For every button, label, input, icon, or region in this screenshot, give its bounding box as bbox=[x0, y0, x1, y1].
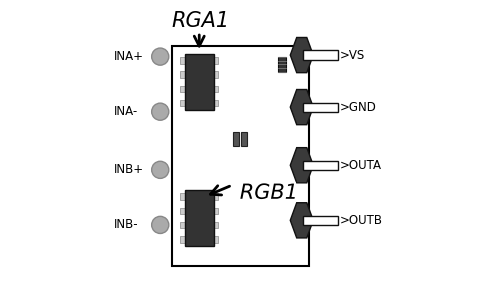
Circle shape bbox=[152, 48, 169, 65]
Bar bbox=[214, 207, 218, 214]
Bar bbox=[214, 222, 218, 229]
Polygon shape bbox=[290, 203, 313, 238]
Text: RGB1: RGB1 bbox=[240, 183, 298, 203]
Bar bbox=[180, 193, 185, 200]
Polygon shape bbox=[290, 148, 313, 183]
Bar bbox=[180, 207, 185, 214]
Circle shape bbox=[152, 161, 169, 178]
Bar bbox=[180, 222, 185, 229]
Bar bbox=[180, 57, 185, 64]
Bar bbox=[240, 132, 247, 146]
Text: >VS: >VS bbox=[340, 49, 365, 62]
Bar bbox=[303, 216, 338, 225]
Bar bbox=[214, 57, 218, 64]
Polygon shape bbox=[290, 90, 313, 125]
Bar bbox=[214, 71, 218, 78]
Bar bbox=[185, 54, 214, 110]
Bar bbox=[303, 50, 338, 60]
Text: >OUTA: >OUTA bbox=[340, 159, 382, 172]
Text: INB+: INB+ bbox=[114, 163, 144, 176]
Bar bbox=[180, 236, 185, 243]
Bar bbox=[214, 193, 218, 200]
Text: >GND: >GND bbox=[340, 101, 376, 114]
Bar bbox=[233, 132, 239, 146]
Text: RGA1: RGA1 bbox=[171, 11, 229, 32]
Bar bbox=[180, 71, 185, 78]
Circle shape bbox=[152, 216, 169, 233]
Bar bbox=[214, 86, 218, 92]
Bar bbox=[303, 103, 338, 112]
Bar bbox=[180, 86, 185, 92]
Bar bbox=[172, 46, 309, 266]
Text: INA-: INA- bbox=[114, 105, 139, 118]
Bar bbox=[214, 236, 218, 243]
Bar bbox=[180, 100, 185, 106]
Bar bbox=[185, 190, 214, 246]
Text: INB-: INB- bbox=[114, 218, 139, 231]
Circle shape bbox=[152, 103, 169, 120]
Text: >OUTB: >OUTB bbox=[340, 214, 383, 227]
Text: INA+: INA+ bbox=[114, 50, 144, 63]
Polygon shape bbox=[290, 38, 313, 73]
Bar bbox=[278, 57, 286, 72]
Bar bbox=[303, 161, 338, 170]
Bar bbox=[214, 100, 218, 106]
